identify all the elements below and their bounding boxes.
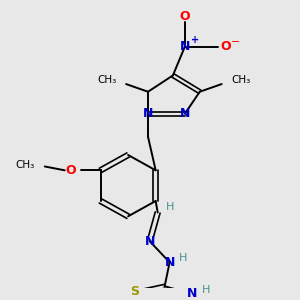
Text: O: O: [179, 11, 190, 23]
Text: CH₃: CH₃: [16, 160, 35, 170]
Text: N: N: [145, 235, 155, 248]
Text: N: N: [164, 256, 175, 269]
Text: H: H: [165, 202, 174, 212]
Text: H: H: [179, 254, 188, 263]
Text: O: O: [220, 40, 231, 53]
Text: S: S: [130, 285, 139, 298]
Text: CH₃: CH₃: [97, 75, 116, 85]
Text: N: N: [180, 40, 190, 53]
Text: O: O: [65, 164, 76, 177]
Text: N: N: [187, 287, 198, 300]
Text: −: −: [231, 37, 240, 47]
Text: N: N: [180, 107, 190, 120]
Text: +: +: [191, 35, 199, 45]
Text: N: N: [143, 107, 153, 120]
Text: CH₃: CH₃: [232, 75, 251, 85]
Text: H: H: [202, 285, 211, 295]
